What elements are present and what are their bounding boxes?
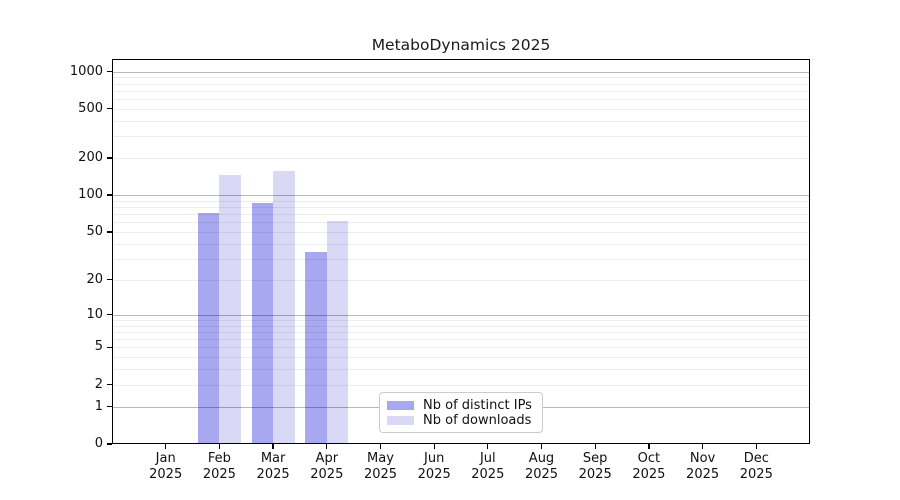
x-tick-mark-Dec xyxy=(755,444,757,449)
y-tick-mark-200 xyxy=(107,157,112,159)
bar-distinct-ips-Mar xyxy=(251,202,274,444)
legend-label-distinct-ips: Nb of distinct IPs xyxy=(423,398,532,413)
y-tick-label-50: 50 xyxy=(86,224,103,239)
x-tick-label-Aug: Aug 2025 xyxy=(524,451,559,482)
y-tick-mark-100 xyxy=(107,194,112,196)
y-tick-label-0: 0 xyxy=(94,436,103,451)
legend-item-downloads: Nb of downloads xyxy=(387,413,533,428)
y-tick-mark-0 xyxy=(107,443,112,445)
y-tick-label-20: 20 xyxy=(86,271,103,287)
x-tick-label-Feb: Feb 2025 xyxy=(202,451,236,482)
x-tick-mark-Nov xyxy=(701,444,704,449)
y-tick-mark-20 xyxy=(107,279,112,281)
x-tick-mark-Jun xyxy=(433,444,435,449)
x-tick-mark-May xyxy=(379,444,382,449)
y-tick-label-5: 5 xyxy=(94,339,103,355)
y-tick-mark-10 xyxy=(107,314,112,316)
x-tick-mark-Oct xyxy=(648,444,650,449)
x-tick-mark-Mar xyxy=(272,444,274,449)
y-tick-label-1000: 1000 xyxy=(69,63,103,79)
legend-swatch-downloads xyxy=(387,416,414,425)
y-tick-label-500: 500 xyxy=(78,100,103,116)
y-tick-mark-1000 xyxy=(107,70,112,73)
bar-downloads-Apr xyxy=(326,220,349,444)
x-tick-label-Oct: Oct 2025 xyxy=(632,451,666,482)
x-tick-label-Mar: Mar 2025 xyxy=(256,451,290,482)
x-tick-mark-Feb xyxy=(218,444,221,449)
y-tick-label-200: 200 xyxy=(78,150,103,165)
x-tick-label-Apr: Apr 2025 xyxy=(310,451,344,482)
x-tick-label-Nov: Nov 2025 xyxy=(686,451,720,482)
x-tick-mark-Jul xyxy=(487,444,489,449)
x-tick-mark-Jan xyxy=(165,444,167,449)
legend: Nb of distinct IPs Nb of downloads xyxy=(379,392,543,433)
x-tick-label-Jan: Jan 2025 xyxy=(149,451,183,482)
bars-layer xyxy=(112,59,810,444)
x-tick-label-Sep: Sep 2025 xyxy=(578,451,612,482)
y-tick-label-100: 100 xyxy=(78,187,103,203)
y-tick-label-1: 1 xyxy=(94,398,103,414)
y-tick-mark-1 xyxy=(107,405,112,408)
y-tick-mark-500 xyxy=(107,108,112,110)
y-tick-label-2: 2 xyxy=(94,376,103,392)
bar-distinct-ips-Feb xyxy=(197,212,220,444)
y-tick-label-10: 10 xyxy=(86,306,103,322)
x-tick-mark-Aug xyxy=(540,444,543,449)
x-tick-label-Dec: Dec 2025 xyxy=(739,451,773,482)
y-tick-mark-5 xyxy=(107,346,112,349)
y-tick-mark-50 xyxy=(107,231,112,233)
x-tick-label-May: May 2025 xyxy=(363,451,398,482)
bar-distinct-ips-Apr xyxy=(305,252,327,444)
x-tick-label-Jun: Jun 2025 xyxy=(417,451,451,482)
chart-title: MetaboDynamics 2025 xyxy=(371,36,551,54)
plot-area: 0 1 2 5 10 20 50 100 200 500 1000 Jan 2025 Feb 2025 Ma… xyxy=(70,59,810,482)
bar-downloads-Mar xyxy=(273,171,295,444)
legend-label-downloads: Nb of downloads xyxy=(423,413,532,428)
x-tick-mark-Apr xyxy=(326,444,328,449)
bar-downloads-Feb xyxy=(219,175,241,444)
legend-item-distinct-ips: Nb of distinct IPs xyxy=(387,398,533,413)
legend-swatch-distinct-ips xyxy=(387,401,414,410)
y-tick-mark-2 xyxy=(107,384,112,386)
x-tick-label-Jul: Jul 2025 xyxy=(471,451,505,482)
x-tick-mark-Sep xyxy=(594,444,596,449)
